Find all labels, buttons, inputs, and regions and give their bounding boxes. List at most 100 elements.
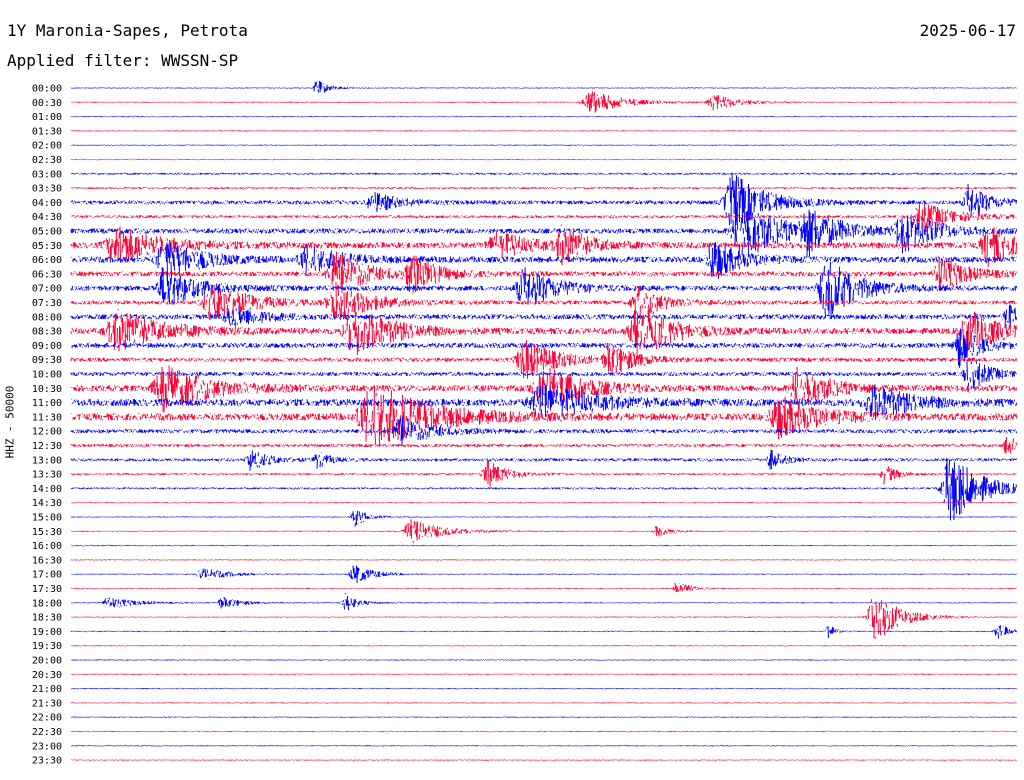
row-time-label: 05:00 (32, 227, 62, 238)
trace-row (70, 744, 1017, 747)
row-time-label: 17:30 (32, 584, 62, 595)
trace-row (70, 599, 1017, 639)
row-time-label: 14:30 (32, 498, 62, 509)
row-time-label: 08:30 (32, 327, 62, 338)
trace-row (70, 241, 1017, 283)
trace-row (70, 644, 1017, 647)
trace-row (70, 582, 1017, 593)
trace-row (70, 91, 1017, 113)
row-time-label: 14:00 (32, 484, 62, 495)
date-label: 2025-06-17 (919, 21, 1016, 40)
row-time-label: 13:30 (32, 470, 62, 481)
row-time-label: 07:30 (32, 298, 62, 309)
trace-row (70, 186, 1017, 190)
trace-row (70, 158, 1017, 161)
row-time-label: 07:00 (32, 284, 62, 295)
row-time-label: 21:00 (32, 684, 62, 695)
trace-row (70, 459, 1017, 487)
trace-row (70, 261, 1017, 318)
row-time-label: 01:00 (32, 112, 62, 123)
row-time-label: 08:00 (32, 312, 62, 323)
trace-row (70, 340, 1017, 379)
trace-row (70, 687, 1017, 690)
trace-row (71, 144, 1017, 147)
trace-row (70, 519, 1017, 543)
row-time-label: 20:00 (32, 656, 62, 667)
trace-row (70, 457, 1017, 521)
row-time-label: 15:00 (32, 513, 62, 524)
trace-row (70, 80, 1017, 93)
row-time-label: 17:00 (32, 570, 62, 581)
row-time-label: 20:30 (32, 670, 62, 681)
trace-row (70, 251, 1017, 294)
row-time-label: 23:00 (32, 741, 62, 752)
row-time-label: 04:00 (32, 198, 62, 209)
trace-row (70, 365, 1017, 413)
trace-row (70, 328, 1017, 368)
row-time-label: 12:30 (32, 441, 62, 452)
row-time-label: 06:30 (32, 269, 62, 280)
trace-row (70, 308, 1017, 361)
row-time-label: 16:30 (32, 555, 62, 566)
row-time-label: 09:00 (32, 341, 62, 352)
row-time-label: 18:30 (32, 613, 62, 624)
trace-row (70, 716, 1017, 719)
row-time-label: 00:00 (32, 84, 62, 95)
trace-row (70, 730, 1017, 733)
row-time-label: 06:00 (32, 255, 62, 266)
trace-row (70, 544, 1017, 547)
trace-row (70, 436, 1017, 454)
trace-row (70, 224, 1017, 268)
row-time-label: 10:30 (32, 384, 62, 395)
row-time-label: 09:30 (32, 355, 62, 366)
trace-row (70, 592, 1017, 611)
row-time-label: 04:30 (32, 212, 62, 223)
trace-row (70, 558, 1017, 561)
trace-row (70, 282, 1017, 321)
row-time-label: 11:00 (32, 398, 62, 409)
row-time-label: 19:30 (32, 641, 62, 652)
trace-row (70, 207, 1017, 259)
row-time-label: 05:30 (32, 241, 62, 252)
station-title: 1Y Maronia-Sapes, Petrota (7, 21, 248, 40)
row-time-label: 03:30 (32, 184, 62, 195)
trace-row (70, 383, 1017, 420)
trace-row (70, 501, 1017, 504)
trace-row (70, 625, 1017, 639)
trace-row (70, 360, 1017, 394)
trace-row (70, 659, 1017, 661)
row-time-label: 11:30 (32, 412, 62, 423)
trace-row (70, 115, 1017, 118)
trace-row (70, 304, 1017, 331)
row-time-label: 21:30 (32, 698, 62, 709)
trace-row (70, 129, 1017, 132)
trace-row (70, 565, 1017, 583)
row-time-label: 12:00 (32, 427, 62, 438)
row-time-label: 15:30 (32, 527, 62, 538)
row-time-label: 02:00 (32, 141, 62, 152)
row-time-label: 13:00 (32, 455, 62, 466)
filter-label: Applied filter: WWSSN-SP (7, 51, 239, 70)
trace-row (70, 172, 1017, 226)
row-time-label: 03:00 (32, 169, 62, 180)
row-time-label: 00:30 (32, 98, 62, 109)
row-time-label: 02:30 (32, 155, 62, 166)
trace-row (70, 701, 1017, 704)
row-time-label: 16:00 (32, 541, 62, 552)
trace-row (70, 416, 1017, 446)
trace-row (70, 202, 1017, 232)
trace-row (70, 759, 1017, 762)
row-time-label: 22:30 (32, 727, 62, 738)
row-time-label: 19:00 (32, 627, 62, 638)
row-time-label: 23:30 (32, 756, 62, 767)
trace-row (70, 449, 1017, 471)
row-time-label: 10:00 (32, 370, 62, 381)
row-time-label: 01:30 (32, 126, 62, 137)
trace-row (70, 510, 1017, 527)
trace-row (70, 172, 1017, 176)
trace-row (71, 673, 1017, 676)
row-time-label: 22:00 (32, 713, 62, 724)
trace-row (70, 385, 1017, 448)
row-time-label: 18:00 (32, 598, 62, 609)
